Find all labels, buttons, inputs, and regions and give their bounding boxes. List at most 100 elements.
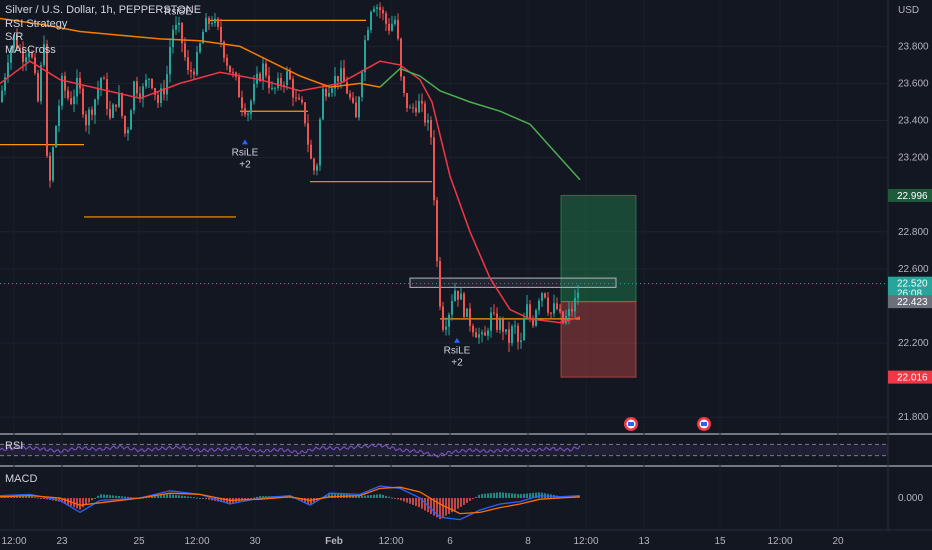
macd-histogram-bar (223, 498, 225, 503)
macd-histogram-bar (511, 493, 513, 498)
candle-body (40, 64, 42, 102)
macd-histogram-bar (181, 495, 183, 498)
candle-body (61, 75, 63, 106)
macd-histogram-bar (112, 495, 114, 498)
candle-body (181, 22, 183, 44)
macd-histogram-bar (325, 494, 327, 498)
candle-body (370, 11, 372, 31)
price-label-text: 22.996 (897, 191, 928, 202)
candle-body (265, 63, 267, 76)
candle-body (319, 119, 321, 166)
macd-histogram-bar (124, 496, 126, 498)
time-tick-label: 23 (56, 536, 68, 547)
candle-body (502, 319, 504, 332)
candle-body (85, 114, 87, 126)
macd-histogram-bar (475, 496, 477, 498)
macd-histogram-bar (163, 494, 165, 498)
candle-body (55, 125, 57, 148)
candle-body (364, 40, 366, 73)
candle-body (73, 96, 75, 105)
candle-body (211, 22, 213, 24)
macd-histogram-bar (421, 498, 423, 509)
candle-body (205, 17, 207, 32)
candle-body (169, 47, 171, 75)
candle-body (520, 340, 522, 342)
signal-label: RsiLE (232, 147, 259, 158)
indicator-label-rsi-strategy[interactable]: RSI Strategy (5, 18, 68, 30)
candle-body (46, 44, 48, 156)
macd-histogram-bar (253, 497, 255, 499)
candle-body (112, 104, 114, 118)
candle-body (28, 52, 30, 58)
macd-histogram-bar (178, 495, 180, 498)
time-tick-label: 25 (133, 536, 145, 547)
candle-body (466, 308, 468, 318)
candle-body (541, 293, 543, 301)
candle-body (139, 93, 141, 99)
candle-body (124, 115, 126, 134)
macd-histogram-bar (154, 496, 156, 498)
candle-body (451, 300, 453, 315)
macd-histogram-bar (526, 493, 528, 498)
time-tick-label: 8 (525, 536, 531, 547)
time-tick-label: 12:00 (767, 536, 792, 547)
macd-histogram-bar (364, 495, 366, 498)
macd-histogram-bar (517, 493, 519, 498)
candle-body (526, 304, 528, 319)
macd-histogram-bar (43, 498, 45, 499)
candle-body (76, 77, 78, 97)
candle-body (406, 93, 408, 108)
candle-body (547, 297, 549, 313)
indicator-label-mas-cross[interactable]: MAsCross (5, 44, 56, 56)
candle-body (223, 41, 225, 58)
macd-histogram-bar (211, 498, 213, 501)
candle-body (400, 38, 402, 77)
candle-body (4, 77, 6, 91)
macd-pane-title[interactable]: MACD (5, 473, 38, 485)
candle-body (166, 74, 168, 95)
candle-body (229, 65, 231, 73)
macd-histogram-bar (256, 496, 258, 498)
moving-average-line (0, 60, 581, 324)
indicator-label-sr[interactable]: S/R (5, 31, 24, 43)
macd-histogram-bar (157, 495, 159, 498)
candle-body (403, 76, 405, 94)
candle-body (16, 34, 18, 49)
candle-body (517, 325, 519, 342)
macd-histogram-bar (61, 498, 63, 503)
symbol-title[interactable]: Silver / U.S. Dollar, 1h, PEPPERSTONE (5, 4, 202, 16)
candle-body (352, 97, 354, 103)
candle-body (337, 75, 339, 82)
macd-histogram-bar (121, 496, 123, 498)
macd-histogram-bar (22, 496, 24, 498)
candle-body (475, 332, 477, 338)
macd-histogram-bar (169, 494, 171, 498)
macd-histogram-bar (208, 498, 210, 500)
candle-body (358, 96, 360, 118)
macd-histogram-bar (25, 496, 27, 498)
candle-body (259, 73, 261, 82)
signal-label: RsiLE (444, 346, 471, 357)
macd-histogram-bar (85, 498, 87, 505)
macd-histogram-bar (490, 493, 492, 498)
rsi-pane-title[interactable]: RSI (5, 440, 24, 452)
candle-body (388, 23, 390, 31)
candle-body (49, 155, 51, 181)
candle-body (97, 88, 99, 100)
candle-body (421, 100, 423, 104)
macd-histogram-bar (457, 498, 459, 509)
macd-histogram-bar (481, 493, 483, 498)
macd-histogram-bar (331, 492, 333, 498)
macd-histogram-bar (484, 493, 486, 498)
candle-body (187, 57, 189, 70)
candle-body (499, 319, 501, 330)
candle-body (247, 113, 249, 115)
macd-histogram-bar (100, 494, 102, 498)
macd-histogram-bar (538, 492, 540, 498)
candle-body (379, 7, 381, 10)
macd-histogram-bar (442, 498, 444, 518)
macd-histogram-bar (469, 498, 471, 501)
candle-body (487, 330, 489, 336)
time-tick-label: 13 (638, 536, 650, 547)
